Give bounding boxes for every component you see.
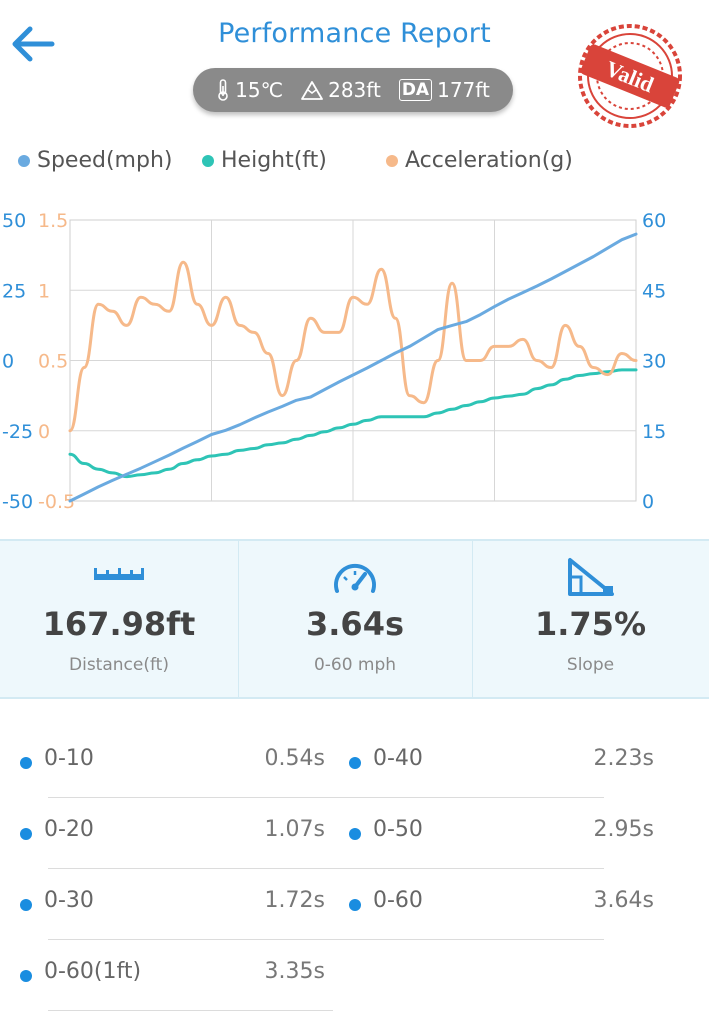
- split-time: 3.64s: [593, 888, 654, 913]
- left-inner-tick-label: 1: [38, 280, 50, 302]
- split-time: 0.54s: [264, 746, 325, 771]
- right-tick-label: 15: [642, 421, 666, 443]
- left-outer-tick-label: 25: [2, 280, 26, 302]
- split-time: 2.95s: [593, 817, 654, 842]
- slope-value: 1.75%: [534, 605, 646, 643]
- split-row-0-60[interactable]: 0-60 3.64s: [349, 884, 654, 924]
- zero-sixty-value: 3.64s: [306, 605, 404, 643]
- series-line-speed-mph: [68, 232, 638, 503]
- bullet-dot: [349, 757, 361, 769]
- split-row-0-20[interactable]: 0-20 1.07s: [20, 813, 325, 853]
- elevation-group: 283ft: [301, 78, 381, 102]
- bullet-dot: [20, 899, 32, 911]
- right-tick-label: 30: [642, 351, 666, 373]
- row-divider: [48, 1010, 333, 1011]
- speedometer-icon: [334, 563, 376, 593]
- density-altitude-value: 177ft: [437, 78, 490, 102]
- chart-legend: Speed(mph) Height(ft) Acceleration(g): [0, 148, 709, 182]
- back-button[interactable]: [8, 22, 58, 66]
- split-name: 0-60(1ft): [44, 959, 142, 984]
- split-name: 0-10: [44, 746, 94, 771]
- left-inner-tick-label: 0.5: [38, 351, 68, 373]
- ruler-icon: [94, 568, 144, 580]
- left-outer-tick-label: -50: [2, 491, 33, 513]
- legend-label: Height(ft): [221, 148, 327, 173]
- stat-slope: 1.75% Slope: [472, 541, 709, 697]
- split-row-0-30[interactable]: 0-30 1.72s: [20, 884, 325, 924]
- left-inner-tick-label: 1.5: [38, 210, 68, 232]
- stat-distance: 167.98ft Distance(ft): [0, 541, 238, 697]
- split-time: 2.23s: [593, 746, 654, 771]
- page-title: Performance Report: [218, 18, 491, 49]
- distance-label: Distance(ft): [69, 655, 169, 675]
- arrow-left-icon: [12, 26, 55, 62]
- left-inner-tick-label: -0.5: [38, 491, 75, 513]
- series-line-acceleration-g: [68, 260, 638, 433]
- legend-dot: [18, 154, 30, 167]
- row-divider: [48, 939, 604, 940]
- row-divider: [48, 797, 604, 798]
- zero-sixty-label: 0-60 mph: [313, 655, 397, 675]
- split-row-0-60-1ft[interactable]: 0-60(1ft) 3.35s: [20, 955, 325, 995]
- slope-icon: [567, 558, 614, 596]
- bullet-dot: [20, 828, 32, 840]
- thermometer-icon: [218, 79, 228, 101]
- legend-label: Acceleration(g): [405, 148, 573, 173]
- stats-panel: 167.98ft Distance(ft) 3.64s 0-60 mph 1.7…: [0, 539, 709, 699]
- valid-stamp: Valid: [578, 24, 682, 128]
- split-name: 0-20: [44, 817, 94, 842]
- legend-speed[interactable]: Speed(mph): [18, 148, 172, 173]
- legend-dot: [202, 154, 214, 167]
- right-tick-label: 45: [642, 280, 666, 302]
- split-name: 0-50: [373, 817, 423, 842]
- left-outer-tick-label: -25: [2, 421, 33, 443]
- left-outer-tick-label: 0: [2, 351, 14, 373]
- conditions-pill: 15℃ 283ft DA 177ft: [193, 68, 513, 112]
- split-row-0-40[interactable]: 0-40 2.23s: [349, 742, 654, 782]
- legend-dot: [386, 154, 398, 167]
- split-time: 1.72s: [264, 888, 325, 913]
- row-divider: [48, 868, 604, 869]
- right-tick-label: 0: [642, 491, 654, 513]
- left-inner-tick-label: 0: [38, 421, 50, 443]
- bullet-dot: [20, 970, 32, 982]
- density-altitude-group: DA 177ft: [398, 78, 490, 102]
- legend-acceleration[interactable]: Acceleration(g): [386, 148, 573, 173]
- divider: [238, 541, 239, 697]
- divider: [472, 541, 473, 697]
- temperature-value: 15℃: [235, 78, 284, 102]
- split-name: 0-40: [373, 746, 423, 771]
- bullet-dot: [349, 899, 361, 911]
- split-time: 1.07s: [264, 817, 325, 842]
- bullet-dot: [349, 828, 361, 840]
- temperature-group: 15℃: [216, 78, 283, 102]
- bullet-dot: [20, 757, 32, 769]
- split-name: 0-60: [373, 888, 423, 913]
- legend-label: Speed(mph): [37, 148, 173, 173]
- split-name: 0-30: [44, 888, 94, 913]
- split-time: 3.35s: [264, 959, 325, 984]
- right-tick-label: 60: [642, 210, 666, 232]
- split-row-0-50[interactable]: 0-50 2.95s: [349, 813, 654, 853]
- da-badge: DA: [398, 79, 433, 101]
- mountain-icon: [301, 81, 323, 100]
- distance-value: 167.98ft: [42, 605, 196, 643]
- split-times-list: 0-10 0.54s 0-40 2.23s 0-20 1.07s 0-50 2.…: [0, 720, 709, 1020]
- left-outer-tick-label: 50: [2, 210, 26, 232]
- stat-zero-sixty: 3.64s 0-60 mph: [238, 541, 472, 697]
- slope-label: Slope: [566, 655, 615, 675]
- split-row-0-10[interactable]: 0-10 0.54s: [20, 742, 325, 782]
- header: Performance Report 15℃ 283ft DA 177ft: [0, 0, 709, 130]
- legend-height[interactable]: Height(ft): [202, 148, 327, 173]
- series-line-height-ft: [68, 368, 638, 479]
- elevation-value: 283ft: [328, 78, 381, 102]
